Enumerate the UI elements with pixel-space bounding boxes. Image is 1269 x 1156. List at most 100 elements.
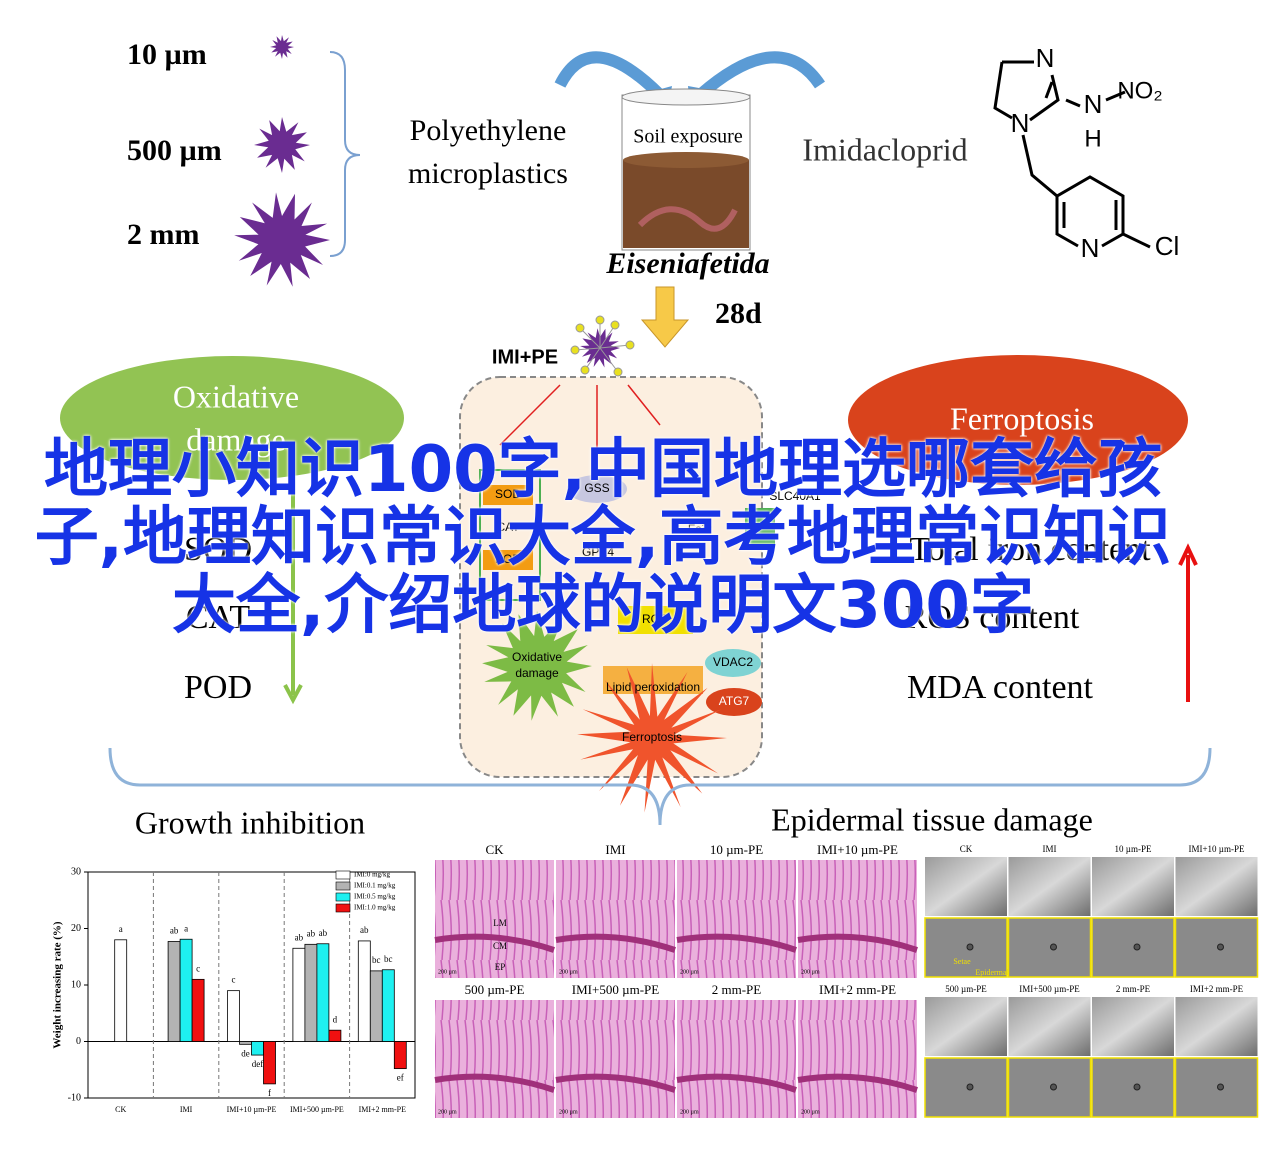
tissue-band: [434, 933, 555, 953]
treatment: IMI+PE: [492, 346, 558, 368]
significance-letter: c: [232, 975, 236, 985]
cell-label: ATG7: [719, 694, 750, 708]
sem-zoom: [1007, 917, 1092, 978]
significance-letter: ab: [307, 928, 316, 938]
scale-bar: 200 µm: [680, 969, 699, 975]
star: [234, 192, 330, 287]
lesion-marker: [1133, 1083, 1141, 1091]
tissue-band: [676, 1073, 797, 1093]
atg7-ellipse: [706, 688, 762, 716]
imi-pe-particle: [570, 315, 635, 377]
bar: [381, 969, 395, 1042]
significance-letter: ab: [360, 925, 369, 935]
histology-label: 2 mm-PE: [712, 982, 762, 997]
spike: [599, 324, 616, 349]
bar: [292, 947, 306, 1042]
sem-label: IMI+10 µm-PE: [1188, 844, 1245, 854]
bar: [304, 943, 318, 1042]
sem-image: [1092, 997, 1174, 1056]
scale-bar: 200 µm: [680, 1109, 699, 1115]
lesion-marker: [1133, 943, 1141, 951]
histology-label: IMI+500 µm-PE: [572, 982, 659, 997]
structure-bonds: [993, 60, 1151, 249]
histology-image: [677, 860, 796, 978]
cell-label: CAT: [496, 520, 520, 534]
size-label: 10 µm: [127, 38, 207, 71]
cell-label: POD: [495, 552, 521, 566]
star: [577, 663, 727, 813]
soil-top: [623, 152, 749, 168]
arrows: [554, 51, 825, 100]
particles: [234, 35, 330, 287]
marker: CAT: [186, 599, 250, 636]
cell-label: SOD: [495, 487, 521, 501]
cell-label: Fe²⁺: [688, 522, 712, 536]
lesion-marker: [966, 943, 974, 951]
atom: NO₂: [1117, 77, 1162, 104]
histology-image: [435, 1000, 554, 1118]
significance-letter: c: [196, 963, 200, 973]
decrease-arrow: [283, 470, 303, 705]
significance-letter: a: [184, 923, 188, 933]
significance-letter: a: [119, 924, 123, 934]
sem-image: [1008, 997, 1091, 1056]
star: [482, 611, 592, 721]
earthworm: [637, 206, 738, 232]
sem-zoom: [1007, 1057, 1092, 1118]
layer-label: LM: [493, 918, 507, 928]
histology-label: 500 µm-PE: [465, 982, 525, 997]
scale-bar: 200 µm: [438, 1109, 457, 1115]
brace: [329, 51, 361, 257]
tissue-band: [434, 1073, 555, 1093]
sem-image: [925, 997, 1007, 1056]
histology-label: IMI+2 mm-PE: [819, 982, 896, 997]
size-label: 500 µm: [127, 134, 222, 167]
sem-zoom: [1091, 917, 1175, 978]
beaker-top: [621, 88, 751, 106]
sem-zoom: [1174, 917, 1259, 978]
significance-letter: f: [268, 1088, 271, 1098]
sem-label: IMI+2 mm-PE: [1190, 984, 1244, 994]
ferroptosis-ellipse: [848, 355, 1188, 485]
significance-letter: ab: [170, 926, 179, 936]
marker: MDA content: [907, 669, 1094, 706]
vdac2-ellipse: [705, 649, 761, 677]
histology-label: CK: [485, 842, 504, 857]
cell-label: SLC40A1: [769, 489, 821, 503]
significance-letter: def: [252, 1059, 264, 1069]
bar: [167, 941, 181, 1042]
significance-letter: d: [333, 1014, 338, 1024]
bracket: [108, 747, 1212, 826]
cell-label: Oxidative: [512, 650, 562, 664]
down-arrow: [640, 286, 690, 348]
oxidative-title: damage: [186, 421, 286, 457]
atom: N: [1084, 89, 1103, 119]
pod-box: [483, 550, 533, 570]
significance-letter: bc: [372, 955, 381, 965]
atom: N: [1011, 108, 1030, 138]
cell-label: ROS: [642, 612, 668, 626]
lesion-marker: [1050, 943, 1057, 951]
histology-label: IMI+10 µm-PE: [817, 842, 898, 857]
sem-image: [1175, 997, 1258, 1056]
organism: Eiseniafetida: [605, 247, 769, 280]
tissue-band: [555, 1073, 676, 1093]
lesion-marker: [966, 1083, 974, 1091]
atom: N: [1036, 43, 1055, 73]
legend-swatch: [335, 903, 351, 913]
histology-label: 10 µm-PE: [710, 842, 763, 857]
sem-label: 2 mm-PE: [1116, 984, 1151, 994]
cell-label: VDAC2: [713, 655, 753, 669]
soil: [623, 160, 749, 248]
sem-image: [925, 857, 1007, 916]
oxidative-ellipse: [60, 356, 404, 480]
spike-dot: [610, 320, 620, 330]
lesion-marker: [1217, 943, 1224, 951]
sem-zoom: [924, 917, 1008, 978]
x-tick-label: IMI+2 mm-PE: [359, 1105, 407, 1114]
spike-dot: [570, 345, 580, 355]
bar: [357, 940, 371, 1042]
pesticide: Imidacloprid: [802, 131, 967, 167]
y-tick-label: -10: [68, 1092, 81, 1103]
sem-part: Epidermal: [975, 968, 1009, 977]
